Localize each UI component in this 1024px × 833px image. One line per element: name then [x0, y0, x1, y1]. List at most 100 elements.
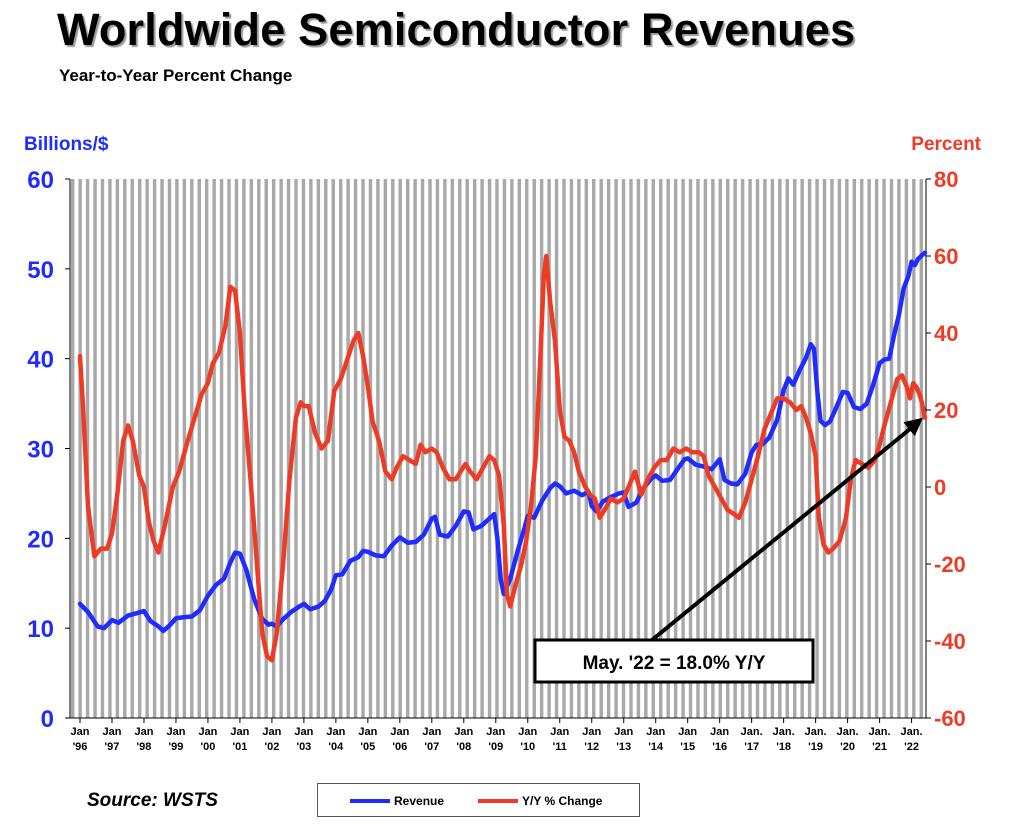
grid-bar	[338, 179, 343, 718]
grid-bar	[517, 179, 522, 718]
right-tick-label: 80	[934, 167, 958, 192]
grid-bar	[688, 179, 693, 718]
grid-bar	[897, 179, 901, 718]
grid-bar	[413, 179, 417, 718]
grid-bar	[919, 179, 923, 718]
grid-bar	[852, 179, 856, 718]
grid-bar	[152, 179, 157, 718]
grid-bar	[249, 179, 254, 718]
grid-bar	[472, 179, 477, 718]
grid-bar	[562, 179, 566, 718]
grid-bar	[614, 179, 618, 718]
grid-bar	[510, 179, 514, 718]
grid-bar	[793, 179, 797, 718]
grid-bar	[800, 179, 804, 718]
grid-bar	[301, 179, 306, 718]
grid-bar	[85, 179, 90, 718]
grid-bar	[137, 179, 142, 718]
legend-label-revenue: Revenue	[394, 794, 445, 808]
grid-bar	[123, 179, 127, 718]
grid-bar	[324, 179, 328, 718]
x-tick-label: Jan '05	[358, 726, 377, 753]
legend-swatch-yoy	[478, 799, 518, 803]
x-tick-label: Jan '16	[710, 726, 729, 753]
left-tick-label: 50	[27, 257, 54, 284]
grid-bar	[748, 179, 752, 718]
callout-arrowhead	[903, 417, 923, 437]
grid-bar	[659, 179, 663, 718]
grid-bar	[190, 179, 194, 718]
grid-bar	[93, 179, 97, 718]
grid-bar	[785, 179, 789, 718]
grid-bar	[204, 179, 209, 718]
grid-bar	[279, 179, 283, 718]
grid-bar	[458, 179, 462, 718]
grid-bar	[361, 179, 365, 718]
grid-bar	[577, 179, 581, 718]
grid-bar	[815, 179, 819, 718]
grid-bar	[740, 179, 745, 718]
grid-bar	[264, 179, 268, 718]
left-tick-label: 30	[27, 437, 54, 464]
grid-bar	[539, 179, 544, 718]
grid-bar	[495, 179, 499, 718]
left-tick-label: 40	[27, 347, 54, 374]
grid-bar	[860, 179, 864, 718]
grid-bar	[644, 179, 648, 718]
x-tick-label: Jan '09	[486, 726, 505, 753]
grid-bar	[837, 179, 842, 718]
x-tick-label: Jan. '18	[773, 726, 795, 753]
grid-bar	[718, 179, 722, 718]
grid-bar	[733, 179, 737, 718]
grid-bar	[554, 179, 559, 718]
grid-bar	[160, 179, 164, 718]
right-tick-label: 0	[934, 475, 946, 500]
grid-bar	[212, 179, 216, 718]
grid-bar	[398, 179, 402, 718]
grid-bar	[331, 179, 335, 718]
grid-bar	[405, 179, 410, 718]
x-tick-label: Jan '12	[582, 726, 601, 753]
x-tick-label: Jan '15	[678, 726, 697, 753]
grid-bar	[234, 179, 239, 718]
callout-label: May. '22 = 18.0% Y/Y	[583, 653, 766, 674]
grid-bar	[547, 179, 551, 718]
grid-bar	[830, 179, 834, 718]
x-tick-label: Jan '04	[326, 726, 345, 753]
grid-bar	[778, 179, 782, 718]
grid-bar	[257, 179, 261, 718]
grid-bar	[770, 179, 775, 718]
left-axis-title: Billions/$	[24, 134, 109, 155]
x-tick-label: Jan '03	[294, 726, 313, 753]
x-tick-label: Jan '98	[134, 726, 153, 753]
grid-bar	[606, 179, 611, 718]
grid-bar	[763, 179, 767, 718]
grid-bar	[465, 179, 469, 718]
right-tick-label: -40	[934, 629, 966, 654]
grid-bar	[391, 179, 395, 718]
left-tick-label: 0	[41, 706, 54, 733]
grid-bar	[368, 179, 373, 718]
grid-bar	[711, 179, 715, 718]
grid-bar	[115, 179, 120, 718]
grid-bar	[584, 179, 589, 718]
grid-bar	[726, 179, 730, 718]
left-tick-label: 60	[27, 167, 54, 194]
grid-bar	[480, 179, 484, 718]
right-tick-label: 60	[934, 244, 958, 269]
grid-bar	[599, 179, 603, 718]
x-tick-label: Jan '99	[166, 726, 185, 753]
grid-bar	[71, 179, 75, 718]
x-tick-label: Jan. '19	[805, 726, 827, 753]
grid-bar	[242, 179, 246, 718]
grid-bar	[822, 179, 827, 718]
grid-bar	[294, 179, 298, 718]
x-tick-label: Jan '01	[230, 726, 249, 753]
grid-bar	[346, 179, 350, 718]
grid-bar	[845, 179, 849, 718]
grid-bar	[889, 179, 894, 718]
left-tick-label: 10	[27, 616, 54, 643]
grid-bar	[376, 179, 380, 718]
grid-bar	[621, 179, 626, 718]
